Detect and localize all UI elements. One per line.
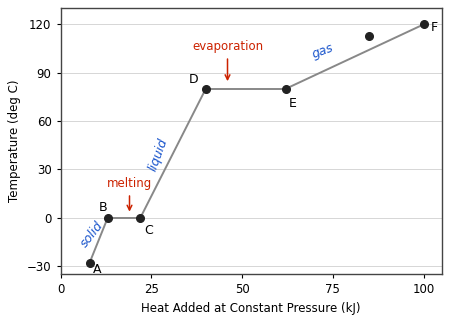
- Text: melting: melting: [107, 177, 152, 210]
- Text: D: D: [189, 73, 198, 86]
- X-axis label: Heat Added at Constant Pressure (kJ): Heat Added at Constant Pressure (kJ): [141, 302, 361, 315]
- Text: A: A: [93, 263, 102, 276]
- Text: C: C: [144, 224, 153, 237]
- Text: F: F: [431, 21, 438, 34]
- Text: E: E: [289, 97, 297, 110]
- Text: evaporation: evaporation: [192, 40, 263, 79]
- Text: gas: gas: [310, 42, 335, 61]
- Text: solid: solid: [77, 219, 106, 250]
- Text: liquid: liquid: [146, 136, 170, 172]
- Text: B: B: [99, 202, 108, 214]
- Y-axis label: Temperature (deg C): Temperature (deg C): [9, 80, 21, 203]
